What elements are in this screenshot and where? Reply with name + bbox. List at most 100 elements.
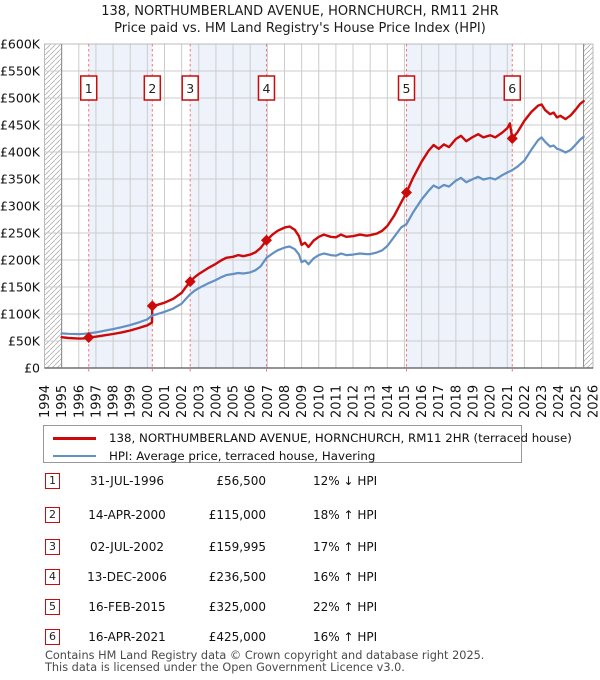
x-axis-tick-label: 2011 (329, 385, 344, 418)
sale-hpi-delta: 12% ↓ HPI (313, 474, 378, 488)
sale-date: 31-JUL-1996 (90, 474, 164, 488)
table-row: 5 16-FEB-2015 £325,000 22% ↑ HPI (0, 598, 600, 618)
sale-number-text: 3 (186, 81, 194, 96)
sale-number-badge: 1 (45, 473, 60, 489)
sale-price: £115,000 (208, 508, 266, 522)
x-axis-tick-label: 2004 (209, 385, 224, 418)
sale-price: £56,500 (216, 474, 266, 488)
x-axis-tick-label: 2020 (484, 385, 499, 418)
sale-date: 16-APR-2021 (88, 630, 166, 644)
sale-number-badge: 5 (45, 599, 60, 615)
y-axis-tick-label: £200K (0, 253, 41, 268)
x-axis-tick-label: 2001 (158, 385, 173, 418)
sale-number-badge-chart (181, 75, 199, 101)
x-axis-tick-label: 2012 (347, 385, 362, 418)
table-row: 2 14-APR-2000 £115,000 18% ↑ HPI (0, 506, 600, 526)
x-axis-tick-label: 2006 (244, 385, 259, 418)
legend-item-hpi: HPI: Average price, terraced house, Have… (53, 447, 521, 465)
sale-hpi-delta: 16% ↑ HPI (313, 570, 378, 584)
sale-price: £236,500 (208, 570, 266, 584)
property-price-line (60, 99, 585, 340)
x-axis-tick-label: 2005 (227, 385, 242, 418)
x-axis-tick-label: 2007 (261, 385, 276, 418)
y-axis-tick-label: £0 (24, 361, 40, 376)
sale-date: 14-APR-2000 (88, 508, 166, 522)
sale-price: £325,000 (208, 600, 266, 614)
page-title: 138, NORTHUMBERLAND AVENUE, HORNCHURCH, … (101, 4, 499, 19)
x-axis-tick-label: 2010 (312, 385, 327, 418)
legend-hpi-label: HPI: Average price, terraced house, Have… (109, 449, 376, 463)
sale-number-badge: 3 (45, 539, 60, 555)
y-axis-tick-label: £450K (0, 118, 41, 133)
x-axis-tick-label: 2016 (415, 385, 430, 418)
sale-number-badge-chart (143, 75, 162, 101)
x-axis-tick-label: 2003 (192, 385, 207, 418)
x-axis-tick-label: 2021 (501, 385, 516, 418)
sale-number-text: 4 (262, 81, 270, 96)
sale-number-badge-chart (503, 75, 522, 101)
x-axis-tick-label: 2017 (432, 385, 447, 418)
sale-number-text: 1 (85, 81, 93, 96)
page-subtitle: Price paid vs. HM Land Registry's House … (114, 21, 486, 36)
chart-legend: 138, NORTHUMBERLAND AVENUE, HORNCHURCH, … (43, 425, 572, 465)
y-axis-tick-label: £550K (0, 64, 41, 79)
y-axis-tick-label: £500K (0, 91, 41, 106)
sale-price: £425,000 (208, 630, 266, 644)
legend-property-label: 138, NORTHUMBERLAND AVENUE, HORNCHURCH, … (109, 431, 572, 445)
x-axis-tick-label: 2008 (278, 385, 293, 418)
table-row: 3 02-JUL-2002 £159,995 17% ↑ HPI (0, 538, 600, 558)
sale-number-text: 2 (148, 81, 156, 96)
x-axis-tick-label: 2019 (467, 385, 482, 418)
sale-price: £159,995 (208, 540, 266, 554)
table-row: 6 16-APR-2021 £425,000 16% ↑ HPI (0, 628, 600, 648)
y-axis-tick-label: £350K (0, 172, 41, 187)
sale-hpi-delta: 22% ↑ HPI (313, 600, 378, 614)
x-axis-tick-label: 2002 (175, 385, 190, 418)
sale-marker-diamond (260, 234, 272, 246)
sale-number-text: 6 (508, 81, 516, 96)
x-axis-tick-label: 2015 (398, 385, 413, 418)
sale-hpi-delta: 17% ↑ HPI (313, 540, 378, 554)
x-axis-tick-label: 1995 (55, 385, 70, 418)
sale-marker-diamond (401, 187, 413, 198)
x-axis-tick-label: 2026 (587, 385, 600, 418)
sale-marker-diamond (184, 276, 196, 288)
sale-number-badge-chart (79, 75, 98, 101)
sale-date: 16-FEB-2015 (88, 600, 166, 614)
y-axis-tick-label: £150K (0, 280, 41, 295)
sale-marker-diamond (506, 133, 518, 144)
sale-number-text: 5 (403, 81, 411, 96)
y-axis-tick-label: £250K (0, 226, 41, 241)
table-row: 1 31-JUL-1996 £56,500 12% ↓ HPI (0, 472, 600, 492)
sale-hpi-delta: 16% ↑ HPI (313, 630, 378, 644)
license-footer: Contains HM Land Registry data © Crown c… (45, 650, 595, 673)
sale-number-badge: 6 (45, 629, 60, 645)
x-axis-tick-label: 1998 (107, 385, 122, 418)
footer-line-1: Contains HM Land Registry data © Crown c… (45, 649, 485, 662)
sale-number-badge: 4 (45, 569, 60, 585)
sale-date: 13-DEC-2006 (87, 570, 167, 584)
x-axis-tick-label: 2023 (535, 385, 550, 418)
sale-number-badge-chart (257, 75, 276, 101)
x-axis-tick-label: 2024 (552, 385, 567, 418)
hpi-line (60, 135, 585, 336)
x-axis-tick-label: 2022 (518, 385, 533, 418)
x-axis-tick-label: 1996 (72, 385, 87, 418)
x-axis-tick-label: 2000 (141, 385, 156, 418)
table-row: 4 13-DEC-2006 £236,500 16% ↑ HPI (0, 568, 600, 588)
y-axis-tick-label: £600K (0, 37, 41, 52)
sale-marker-diamond (83, 331, 95, 343)
x-axis-tick-label: 1997 (89, 385, 104, 418)
sale-marker-diamond (146, 300, 158, 312)
sale-number-badge: 2 (45, 507, 60, 523)
y-axis-tick-label: £50K (8, 334, 41, 349)
sale-date: 02-JUL-2002 (90, 540, 164, 554)
y-axis-tick-label: £400K (0, 145, 41, 160)
hpi-line-swatch-icon (53, 455, 96, 457)
sale-number-badge-chart (397, 75, 416, 101)
property-line-swatch-icon (53, 436, 96, 440)
x-axis-tick-label: 2014 (381, 385, 396, 418)
x-axis-tick-label: 2009 (295, 385, 310, 418)
x-axis-tick-label: 1999 (124, 385, 139, 418)
footer-line-2: This data is licensed under the Open Gov… (45, 660, 405, 674)
